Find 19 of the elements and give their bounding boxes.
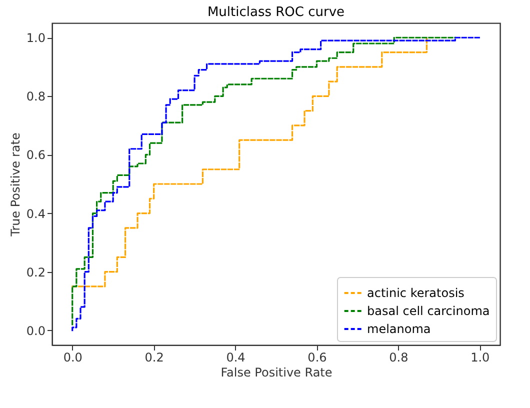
y-tick-label: 0.8 bbox=[26, 90, 46, 104]
y-tick-label: 0.6 bbox=[26, 148, 46, 162]
legend-label: basal cell carcinoma bbox=[367, 304, 490, 318]
x-tick-label: 0.0 bbox=[63, 350, 82, 364]
chart-title: Multiclass ROC curve bbox=[207, 5, 345, 20]
x-tick-label: 0.2 bbox=[144, 350, 164, 364]
y-tick-label: 1.0 bbox=[26, 31, 46, 46]
x-tick-label: 0.4 bbox=[226, 350, 246, 364]
x-tick-label: 0.8 bbox=[389, 350, 408, 364]
line-series bbox=[72, 36, 428, 288]
legend-label: melanoma bbox=[367, 322, 431, 336]
x-tick-label: 0.6 bbox=[308, 350, 327, 364]
x-axis-title: False Positive Rate bbox=[220, 366, 332, 380]
y-tick-label: 0.0 bbox=[26, 324, 46, 338]
x-tick-label: 1.0 bbox=[470, 350, 490, 364]
y-tick-label: 0.4 bbox=[26, 206, 46, 221]
y-axis-title: True Positive rate bbox=[8, 132, 22, 238]
legend-label: actinic keratosis bbox=[367, 286, 464, 300]
y-tick-label: 0.2 bbox=[26, 265, 46, 280]
